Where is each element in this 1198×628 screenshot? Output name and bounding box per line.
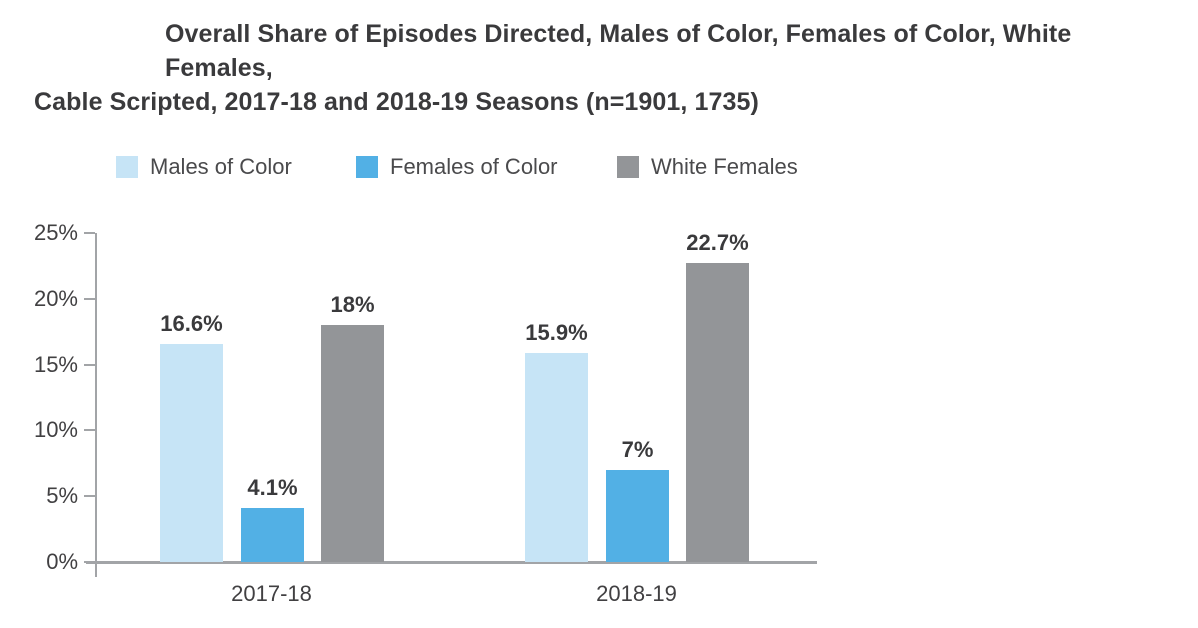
- y-tick-label-0: 0%: [46, 549, 78, 574]
- y-tick-label-20: 20%: [33, 285, 78, 311]
- x-tick-label-2018-19: 2018-19: [596, 581, 677, 606]
- bar-value-white-females-2018-19: 22.7%: [686, 230, 749, 255]
- y-tick-label-10: 10%: [33, 417, 78, 443]
- bar-females-of-color-2017-18: [241, 508, 304, 562]
- x-axis-line: [86, 561, 817, 564]
- y-tick-15: [84, 363, 95, 366]
- bar-value-females-of-color-2017-18: 4.1%: [247, 475, 298, 500]
- x-tick-label-2017-18: 2017-18: [231, 581, 312, 606]
- y-tick-label-15: 15%: [33, 351, 78, 377]
- chart-title-line2: Cable Scripted, 2017-18 and 2018-19 Seas…: [34, 88, 759, 116]
- y-tick-20: [84, 297, 95, 300]
- y-tick-25: [84, 232, 95, 234]
- bar-value-males-of-color-2018-19: 15.9%: [525, 320, 588, 345]
- legend-swatch-males-of-color: [116, 156, 138, 178]
- bar-value-females-of-color-2018-19: 7%: [621, 437, 654, 462]
- bar-white-females-2017-18: [321, 325, 384, 562]
- legend-swatch-white-females: [617, 156, 639, 178]
- legend-label-males-of-color: Males of Color: [150, 154, 292, 179]
- bar-value-males-of-color-2017-18: 16.6%: [160, 311, 223, 336]
- legend-swatch-females-of-color: [356, 156, 378, 178]
- y-tick-label-5: 5%: [46, 483, 78, 509]
- bar-white-females-2018-19: [686, 263, 749, 562]
- y-axis-line: [95, 233, 97, 577]
- legend-label-females-of-color: Females of Color: [390, 154, 558, 179]
- legend-label-white-females: White Females: [651, 154, 798, 179]
- bar-value-white-females-2017-18: 18%: [330, 292, 375, 317]
- chart-title: Overall Share of Episodes Directed, Male…: [34, 17, 1184, 119]
- y-tick-5: [84, 495, 95, 498]
- bar-females-of-color-2018-19: [606, 470, 669, 562]
- bar-males-of-color-2017-18: [160, 344, 223, 562]
- chart-title-line1: Overall Share of Episodes Directed, Male…: [165, 20, 1072, 82]
- bar-males-of-color-2018-19: [525, 353, 588, 562]
- y-tick-label-25: 25%: [33, 220, 78, 245]
- y-tick-10: [84, 429, 95, 432]
